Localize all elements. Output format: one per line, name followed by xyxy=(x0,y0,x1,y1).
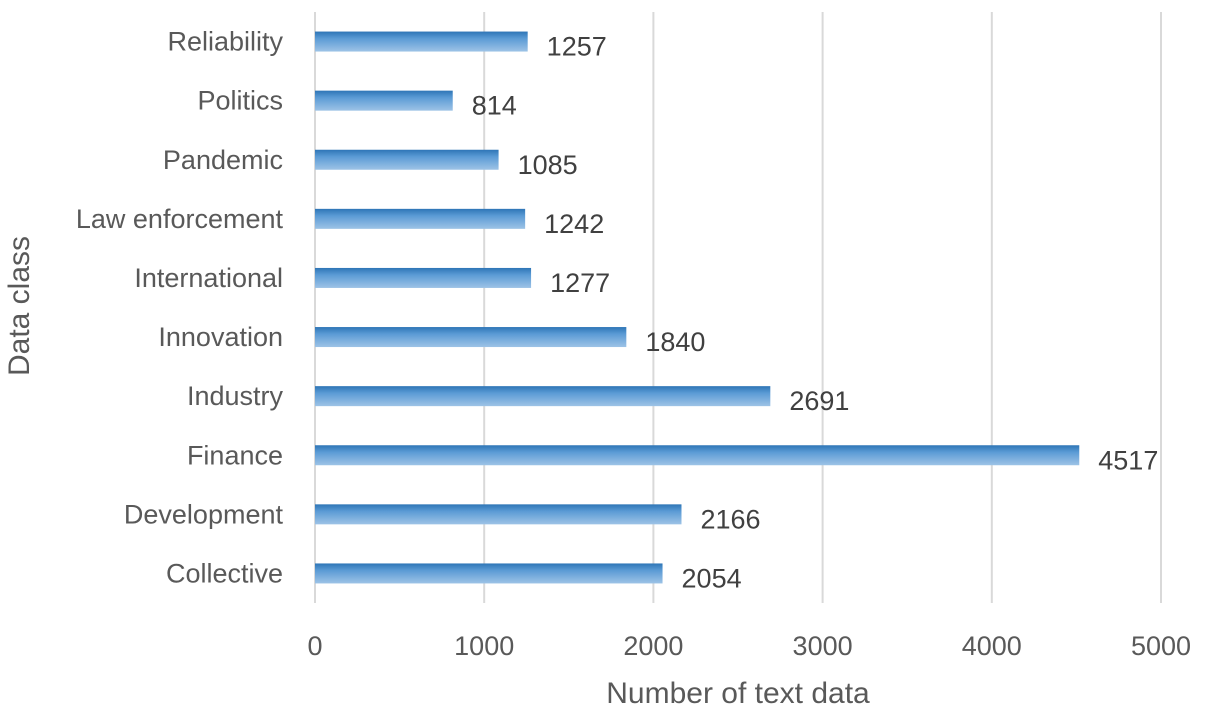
category-label: Development xyxy=(124,499,284,529)
data-label: 814 xyxy=(472,91,517,121)
category-label: Reliability xyxy=(167,27,283,57)
bar-development xyxy=(315,504,682,525)
data-label: 1085 xyxy=(518,150,578,180)
x-axis-title: Number of text data xyxy=(606,677,870,710)
bar-law-enforcement xyxy=(315,208,526,229)
bar-finance xyxy=(315,445,1080,466)
bar-innovation xyxy=(315,327,627,348)
x-tick-label: 0 xyxy=(307,631,322,661)
data-label: 1242 xyxy=(544,209,604,239)
category-label: Pandemic xyxy=(163,145,283,175)
category-label: Politics xyxy=(197,86,283,116)
data-label: 1840 xyxy=(645,327,705,357)
data-label: 1257 xyxy=(547,32,607,62)
bar-international xyxy=(315,267,532,288)
category-label: International xyxy=(134,263,283,293)
x-tick-label: 3000 xyxy=(793,631,853,661)
x-tick-label: 1000 xyxy=(454,631,514,661)
data-label: 2166 xyxy=(700,504,760,534)
bar-collective xyxy=(315,563,663,584)
category-label: Industry xyxy=(187,381,284,411)
x-tick-labels: 0 1000 2000 3000 4000 5000 xyxy=(307,631,1191,661)
bar-reliability xyxy=(315,31,528,52)
category-label: Innovation xyxy=(158,322,283,352)
category-label: Collective xyxy=(166,558,283,588)
category-label: Law enforcement xyxy=(76,204,284,234)
bar-industry xyxy=(315,386,771,407)
category-labels: Collective Development Finance Industry Inno… xyxy=(76,27,284,589)
bars xyxy=(315,31,1080,584)
y-axis-title: Data class xyxy=(3,236,36,376)
bar-politics xyxy=(315,90,453,111)
data-label: 2054 xyxy=(682,563,742,593)
data-label: 2691 xyxy=(789,386,849,416)
x-tick-label: 5000 xyxy=(1131,631,1191,661)
x-tick-label: 2000 xyxy=(623,631,683,661)
category-label: Finance xyxy=(187,440,283,470)
data-label: 4517 xyxy=(1098,445,1158,475)
x-tick-label: 4000 xyxy=(962,631,1022,661)
bar-pandemic xyxy=(315,149,499,170)
data-label: 1277 xyxy=(550,268,610,298)
